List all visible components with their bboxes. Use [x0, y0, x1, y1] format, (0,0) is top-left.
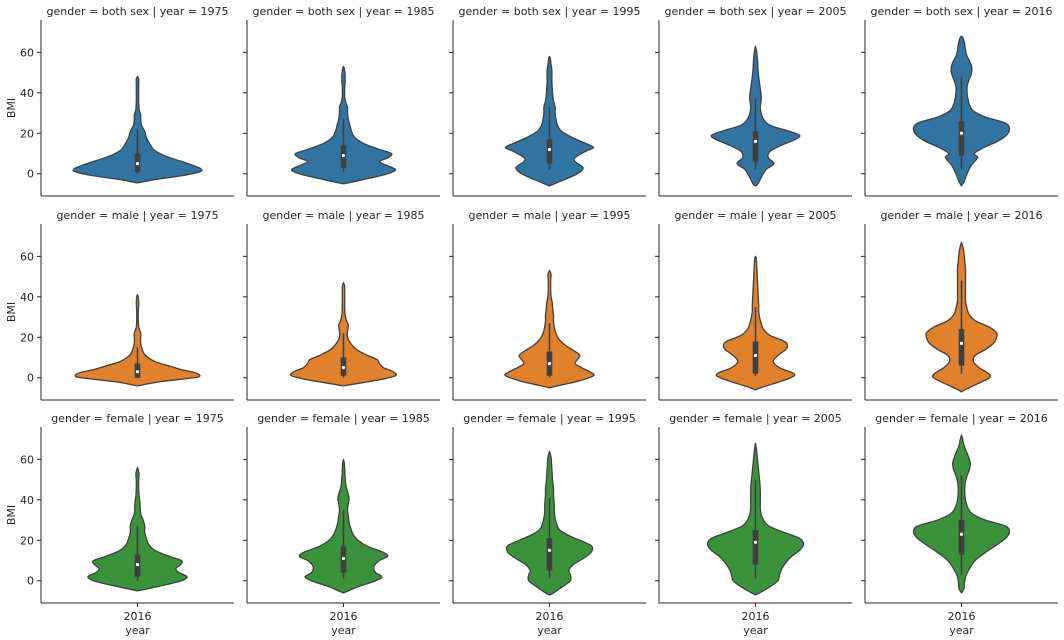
x-tick-label: 2016 [948, 610, 976, 623]
facet-title: gender = male | year = 1975 [57, 209, 219, 222]
facet-title: gender = male | year = 1985 [263, 209, 425, 222]
facet-panel-both-1975: gender = both sex | year = 1975 0 20 40 60 BM… [5, 5, 234, 197]
facet-title: gender = both sex | year = 1985 [253, 5, 435, 18]
facet-title: gender = female | year = 2005 [669, 412, 842, 425]
facet-title: gender = female | year = 1995 [463, 412, 636, 425]
violin-median-dot [547, 548, 552, 553]
y-tick-label: 0 [27, 575, 34, 588]
facet-title: gender = both sex | year = 1975 [47, 5, 229, 18]
y-axis-label: BMI [5, 98, 18, 118]
facet-panel-female-1975: gender = female | year = 1975 0 20 40 60 2016… [5, 412, 234, 637]
violin-iqr-box [546, 538, 553, 571]
violin-median-dot [959, 341, 964, 345]
violin-median-dot [341, 366, 346, 370]
y-tick-label: 40 [20, 291, 34, 304]
violin-iqr-box [958, 329, 965, 366]
violin-median-dot [135, 162, 140, 166]
violin-median-dot [341, 556, 346, 561]
facet-title: gender = both sex | year = 1995 [459, 5, 641, 18]
x-axis-label: year [537, 624, 562, 637]
facet-panel-male-1985: gender = male | year = 1985 [243, 209, 440, 401]
violin-median-dot [959, 532, 964, 536]
facet-panel-both-1985: gender = both sex | year = 1985 [243, 5, 440, 197]
y-tick-label: 40 [20, 494, 34, 507]
x-axis-label: year [331, 624, 356, 637]
violin-iqr-box [752, 530, 759, 565]
facet-title: gender = male | year = 1995 [469, 209, 631, 222]
y-tick-label: 60 [20, 46, 34, 59]
violin-median-dot [753, 540, 758, 544]
violin-iqr-box [752, 131, 759, 162]
violin [74, 294, 201, 387]
x-tick-label: 2016 [124, 610, 152, 623]
violin-median-dot [959, 131, 964, 135]
y-tick-label: 20 [20, 331, 34, 344]
violin-median-dot [753, 353, 758, 358]
violin-iqr-box [958, 121, 965, 156]
facet-panel-both-2005: gender = both sex | year = 2005 [655, 5, 852, 197]
facet-title: gender = male | year = 2016 [881, 209, 1043, 222]
facet-panel-both-1995: gender = both sex | year = 1995 [449, 5, 646, 197]
x-tick-label: 2016 [742, 610, 770, 623]
x-axis-label: year [125, 624, 150, 637]
y-axis-label: BMI [5, 505, 18, 525]
y-tick-label: 0 [27, 168, 34, 181]
y-tick-label: 0 [27, 372, 34, 385]
violin-median-dot [135, 370, 140, 374]
violin-median-dot [753, 139, 758, 143]
violin-median-dot [547, 361, 552, 366]
facet-title: gender = male | year = 2005 [675, 209, 837, 222]
facet-title: gender = female | year = 2016 [875, 412, 1048, 425]
x-tick-label: 2016 [536, 610, 564, 623]
y-tick-label: 60 [20, 453, 34, 466]
facet-panel-male-1975: gender = male | year = 1975 0 20 40 60 BMI [5, 209, 234, 401]
facet-title: gender = both sex | year = 2016 [871, 5, 1053, 18]
facet-title: gender = female | year = 1985 [257, 412, 430, 425]
facet-title: gender = female | year = 1975 [51, 412, 224, 425]
violin-median-dot [547, 147, 552, 152]
violin-median-dot [341, 153, 346, 158]
y-tick-label: 20 [20, 534, 34, 547]
violin-iqr-box [546, 139, 553, 164]
facet-panel-both-2016: gender = both sex | year = 2016 [861, 5, 1058, 197]
y-tick-label: 20 [20, 127, 34, 140]
x-axis-label: year [949, 624, 974, 637]
violin-median-dot [135, 562, 140, 567]
y-axis-label: BMI [5, 302, 18, 322]
violin-iqr-box [752, 341, 759, 374]
y-tick-label: 60 [20, 250, 34, 263]
y-tick-label: 40 [20, 87, 34, 100]
x-axis-label: year [743, 624, 768, 637]
violin-iqr-box [958, 520, 965, 555]
x-tick-label: 2016 [330, 610, 358, 623]
facet-panel-male-2005: gender = male | year = 2005 [655, 209, 852, 401]
facet-panel-male-1995: gender = male | year = 1995 [449, 209, 646, 401]
facet-title: gender = both sex | year = 2005 [665, 5, 847, 18]
facet-panel-male-2016: gender = male | year = 2016 [861, 209, 1058, 401]
